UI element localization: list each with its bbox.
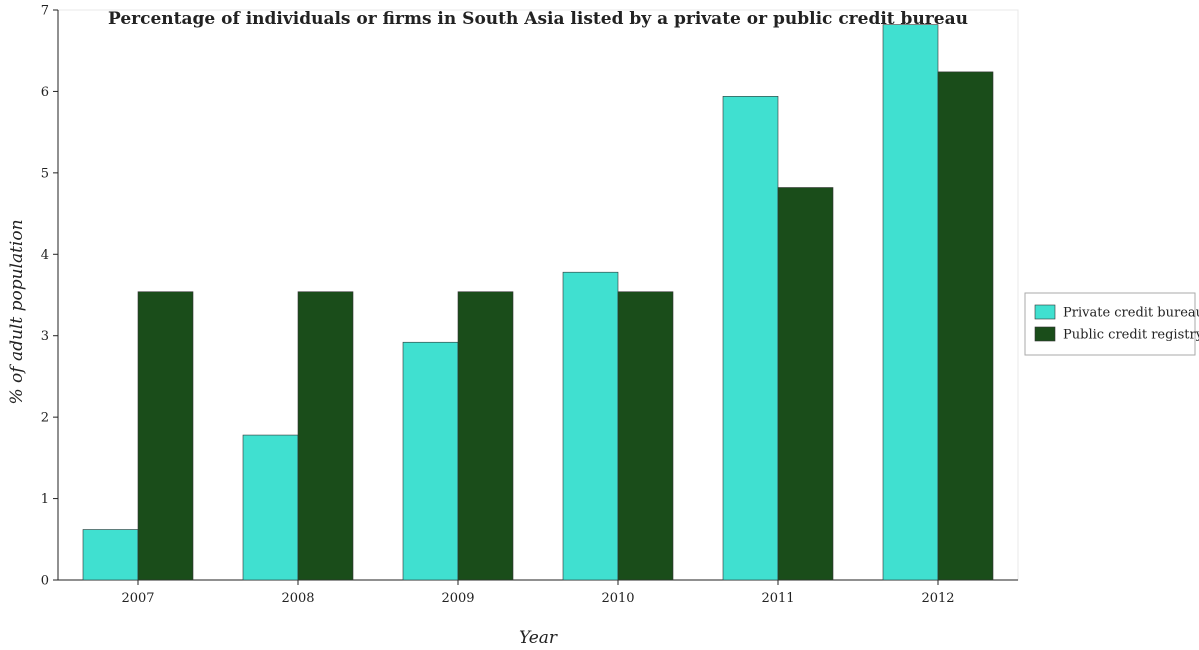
y-tick-label: 6	[41, 85, 49, 100]
bar-public-2007	[137, 291, 194, 581]
x-tick-label: 2010	[601, 591, 634, 606]
legend-box	[1024, 292, 1196, 356]
bar-public-2008	[297, 291, 354, 581]
legend: Private credit bureau Public credit regis…	[1024, 292, 1199, 356]
x-tick-label: 2009	[441, 591, 474, 606]
bar-public-2009	[457, 291, 514, 581]
plot-frame	[57, 9, 1019, 581]
bar-private-2007	[82, 529, 139, 581]
y-tick-label: 3	[41, 329, 49, 344]
bar-private-2009	[402, 341, 459, 581]
x-tick-label: 2007	[121, 591, 154, 606]
y-tick-label: 7	[41, 4, 49, 19]
bar-private-2012	[882, 24, 939, 581]
chart-title: Percentage of individuals or firms in So…	[108, 9, 968, 29]
bar-private-2008	[242, 434, 299, 581]
y-tick-label: 0	[41, 574, 49, 589]
legend-label: Public credit registry	[1063, 328, 1199, 343]
bar-public-2010	[617, 291, 674, 581]
x-tick-label: 2008	[281, 591, 314, 606]
y-tick-label: 1	[41, 492, 49, 507]
y-axis-label: % of adult population	[7, 219, 27, 404]
bar-public-2012	[937, 71, 994, 581]
bar-private-2010	[562, 271, 619, 581]
x-tick-label: 2012	[921, 591, 954, 606]
y-tick-label: 2	[41, 411, 49, 426]
x-axis-label: Year	[519, 628, 558, 648]
bar-private-2011	[722, 96, 779, 581]
bar-public-2011	[777, 187, 834, 581]
legend-swatch	[1034, 326, 1056, 342]
legend-swatch	[1034, 304, 1056, 320]
y-tick-label: 4	[41, 248, 49, 263]
x-tick-label: 2011	[761, 591, 794, 606]
plot-area: 0 1 2 3 4 5 6 7 2007 2008 2009 2010 2011 2012	[41, 4, 1019, 606]
y-tick-label: 5	[41, 166, 49, 181]
legend-label: Private credit bureau	[1063, 306, 1199, 321]
